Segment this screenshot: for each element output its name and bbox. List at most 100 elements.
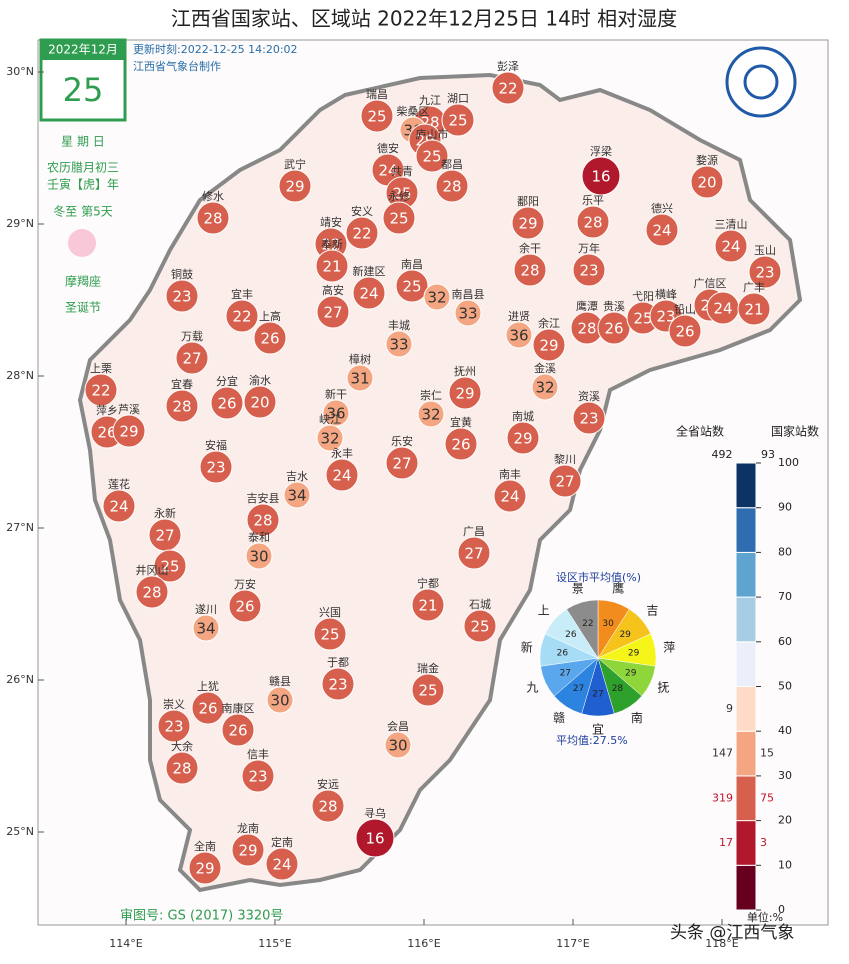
pie-name: 上 [538, 603, 550, 617]
station-marker [385, 446, 419, 480]
station-value: 24 [721, 238, 740, 256]
station-value: 25 [633, 310, 652, 328]
all-count: 147 [712, 747, 733, 760]
lon-label: 117°E [556, 937, 589, 950]
pie-title: 设区市平均值(%) [556, 570, 641, 584]
station-value: 28 [583, 214, 602, 232]
station-value: 24 [378, 162, 397, 180]
station-value: 28 [442, 178, 461, 196]
legend-tick-label: 0 [778, 903, 785, 916]
legend-swatch [735, 775, 757, 822]
legend-tick-label: 60 [778, 635, 792, 648]
legend-swatch [735, 462, 757, 509]
station-marker [243, 385, 277, 419]
station-marker [355, 818, 395, 858]
pie-name: 赣 [553, 711, 565, 725]
station-name: 铅山 [674, 302, 696, 316]
station-name: 萍乡 [96, 404, 118, 417]
station-value: 29 [195, 860, 214, 878]
station-value: 26 [604, 320, 623, 338]
legend-tick-label: 100 [778, 456, 799, 469]
station-marker [382, 201, 416, 235]
station-name: 玉山 [754, 244, 776, 257]
pie-name: 萍 [663, 640, 675, 654]
station-marker [384, 731, 412, 759]
station-name: 柴桑区 [397, 104, 430, 118]
station-name: 于都 [327, 656, 349, 669]
pie-name: 宜 [592, 722, 604, 737]
station-marker [454, 299, 482, 327]
station-marker [102, 489, 136, 523]
pie-value: 26 [565, 630, 577, 640]
station-value: 28 [142, 584, 161, 602]
station-marker [253, 321, 287, 355]
station-name: 永新 [154, 506, 176, 520]
pie-value: 28 [612, 684, 624, 694]
station-name: 龙南 [237, 822, 259, 835]
station-marker [505, 321, 533, 349]
station-marker [153, 549, 187, 583]
station-name: 永丰 [331, 446, 353, 460]
station-name: 彭泽 [497, 59, 519, 73]
station-name: 分宜 [216, 374, 238, 388]
station-name: 抚州 [454, 364, 476, 378]
station-name: 永修 [388, 189, 410, 203]
station-value: 29 [539, 337, 558, 355]
station-marker [165, 751, 199, 785]
weekday: 星 期 日 [61, 135, 105, 149]
station-value: 28 [172, 398, 191, 416]
station-value: 21 [322, 258, 341, 276]
zodiac: 摩羯座 [65, 274, 101, 289]
station-value: 26 [217, 395, 236, 413]
all-count: 17 [719, 836, 733, 849]
station-marker [346, 364, 374, 392]
station-value: 25 [367, 108, 386, 126]
legend-tick-label: 90 [778, 501, 792, 514]
station-value: 34 [287, 487, 306, 505]
station-name: 横峰 [655, 287, 677, 301]
station-value: 26 [228, 722, 247, 740]
station-marker [581, 156, 621, 196]
lat-label: 29°N [6, 217, 34, 230]
station-name: 渝水 [249, 373, 271, 387]
station-value: 25 [320, 626, 339, 644]
station-marker [493, 479, 527, 513]
station-marker [321, 667, 355, 701]
station-value: 36 [509, 327, 528, 345]
station-name: 都昌 [441, 158, 463, 171]
lon-label: 115°E [258, 937, 291, 950]
station-value: 22 [321, 236, 340, 254]
station-marker [352, 276, 386, 310]
station-marker [423, 283, 451, 311]
station-value: 23 [248, 768, 267, 786]
pie-average: 平均值:27.5% [556, 734, 628, 747]
logo-ring [725, 46, 797, 118]
station-name: 瑞昌 [366, 87, 388, 101]
station-name: 莲花 [108, 478, 130, 491]
station-name: 武宁 [284, 157, 306, 171]
station-value: 29 [513, 430, 532, 448]
station-marker [175, 341, 209, 375]
station-marker [278, 169, 312, 203]
station-marker [668, 314, 702, 348]
station-marker [311, 789, 345, 823]
station-marker [191, 691, 225, 725]
station-marker [246, 503, 280, 537]
station-name: 安义 [351, 204, 373, 218]
station-value: 24 [332, 467, 351, 485]
station-marker [714, 229, 748, 263]
station-name: 鄱阳 [517, 195, 539, 208]
calendar-day: 25 [63, 71, 104, 109]
station-value: 25 [389, 210, 408, 228]
calendar: 2022年12月 25 星 期 日 农历腊月初三 壬寅【虎】年 冬至 第5天 摩… [39, 38, 127, 315]
station-value: 36 [326, 405, 345, 423]
station-marker [441, 103, 475, 137]
title: 江西省国家站、区域站 2022年12月25日 14时 相对湿度 [171, 7, 677, 31]
station-name: 德安 [377, 141, 399, 155]
station-value: 30 [249, 548, 268, 566]
station-marker [444, 427, 478, 461]
station-name: 新建区 [353, 264, 386, 278]
station-name: 广丰 [743, 281, 765, 294]
station-value: 28 [203, 210, 222, 228]
